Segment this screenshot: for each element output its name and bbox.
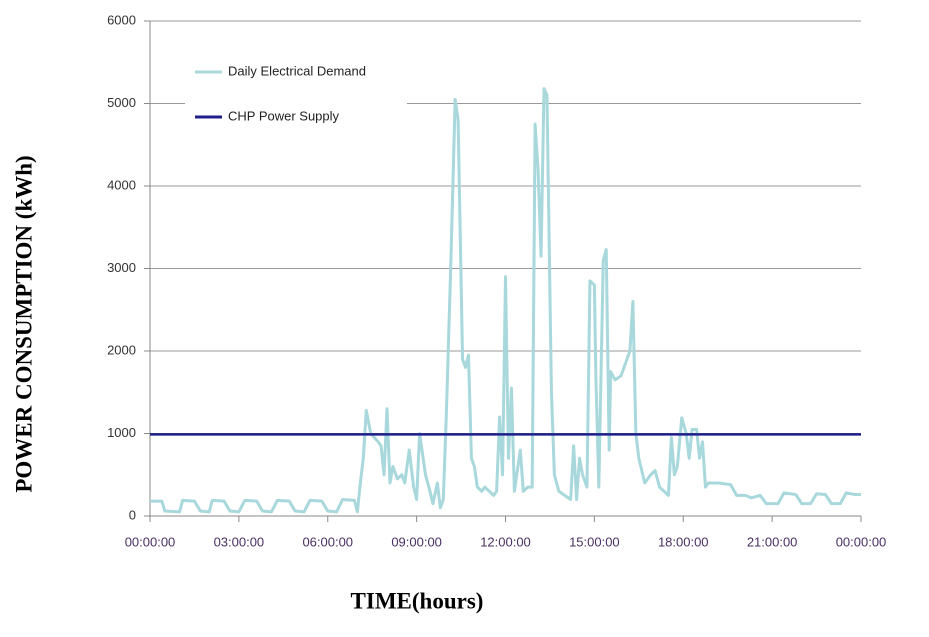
y-tick-label: 1000 bbox=[107, 425, 136, 440]
legend-background bbox=[185, 55, 407, 135]
legend-label: CHP Power Supply bbox=[228, 108, 340, 123]
x-tick-label: 15:00:00 bbox=[569, 534, 620, 549]
x-tick-label: 00:00:00 bbox=[836, 534, 887, 549]
y-tick-label: 3000 bbox=[107, 260, 136, 275]
x-tick-label: 21:00:00 bbox=[747, 534, 798, 549]
x-tick-label: 03:00:00 bbox=[214, 534, 265, 549]
legend-label: Daily Electrical Demand bbox=[228, 63, 366, 78]
y-tick-label: 4000 bbox=[107, 177, 136, 192]
y-tick-label: 2000 bbox=[107, 342, 136, 357]
x-tick-label: 00:00:00 bbox=[125, 534, 176, 549]
x-tick-label: 06:00:00 bbox=[302, 534, 353, 549]
x-axis-label: TIME(hours) bbox=[351, 588, 484, 613]
x-tick-label: 12:00:00 bbox=[480, 534, 531, 549]
x-tick-label: 18:00:00 bbox=[658, 534, 709, 549]
y-axis-label: POWER CONSUMPTION (kWh) bbox=[11, 155, 36, 492]
x-tick-label: 09:00:00 bbox=[391, 534, 442, 549]
y-tick-label: 0 bbox=[129, 507, 136, 522]
y-tick-label: 6000 bbox=[107, 12, 136, 27]
series-line bbox=[150, 87, 861, 514]
y-tick-label: 5000 bbox=[107, 95, 136, 110]
